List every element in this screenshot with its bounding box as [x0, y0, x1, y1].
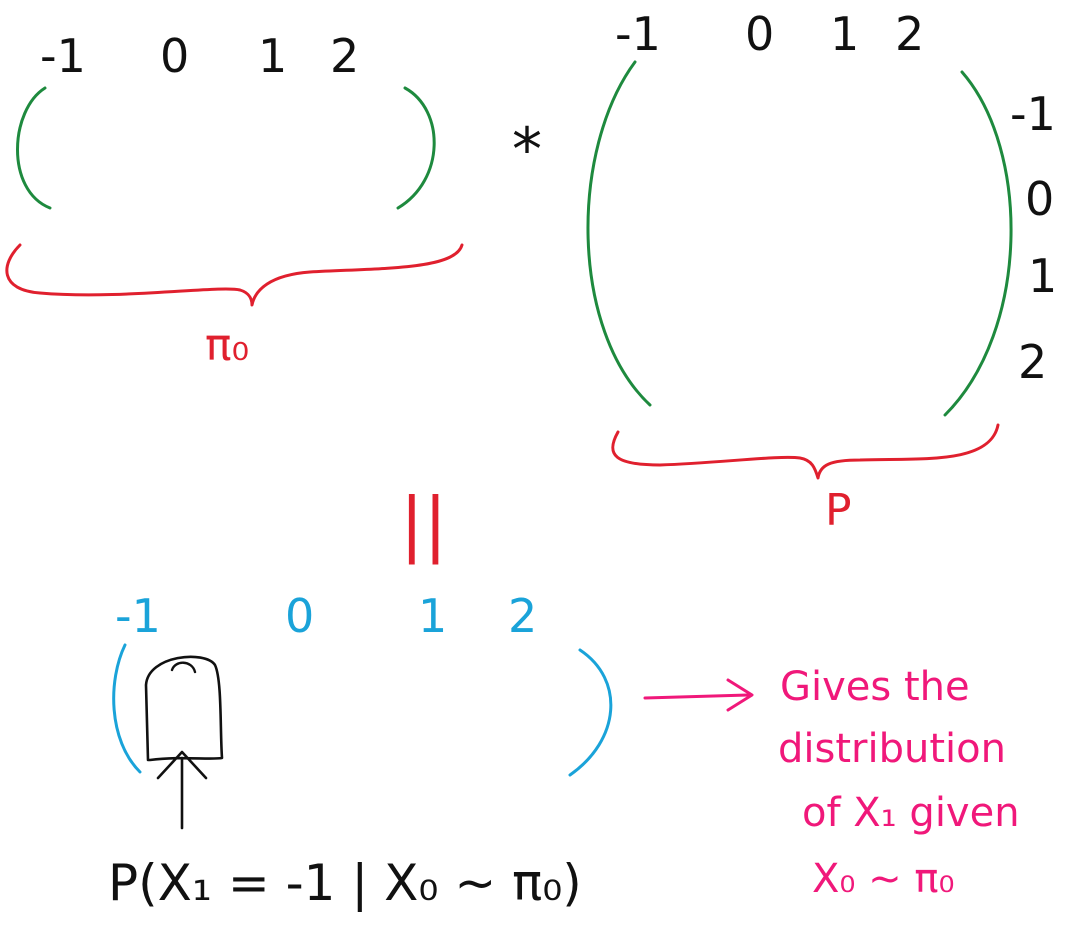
pi0-underbrace — [5, 243, 464, 307]
transition-matrix: -1 0 1 2 -1 0 1 2 P — [586, 7, 1057, 536]
pointer-arrow-head — [156, 750, 208, 780]
note-line: Gives the — [780, 664, 970, 710]
result-state-label: 2 — [508, 589, 537, 643]
first-entry-highlight — [144, 655, 224, 762]
explanatory-note: Gives the distribution of X₁ given X₀ ~ … — [778, 664, 1020, 902]
result-state-label: -1 — [115, 589, 161, 643]
matrix-left-bracket — [586, 60, 652, 407]
pi0-state-label: 2 — [330, 29, 359, 83]
matrix-right-bracket — [943, 70, 1013, 417]
pi0-vector: -1 0 1 2 π₀ — [5, 29, 464, 371]
matrix-row-label: 2 — [1018, 335, 1047, 389]
pi0-left-bracket — [16, 86, 52, 210]
pi0-state-label: -1 — [40, 29, 86, 83]
result-vector: -1 0 1 2 P(X₁ = -1 | X₀ ~ π₀) — [108, 589, 613, 912]
matrix-row-label: 1 — [1028, 249, 1057, 303]
note-line: X₀ ~ π₀ — [812, 856, 955, 902]
pi0-right-bracket — [396, 86, 436, 210]
result-state-label: 0 — [285, 589, 314, 643]
pi0-state-label: 1 — [258, 29, 287, 83]
note-line: of X₁ given — [802, 790, 1020, 836]
equals-sign: || — [400, 483, 447, 565]
result-state-label: 1 — [418, 589, 447, 643]
pi0-label: π₀ — [205, 320, 249, 371]
matrix-label: P — [825, 485, 852, 536]
matrix-col-label: -1 — [615, 7, 661, 61]
pi0-state-label: 0 — [160, 29, 189, 83]
matrix-underbrace — [611, 423, 1000, 480]
matrix-col-label: 2 — [895, 7, 924, 61]
matrix-col-label: 0 — [745, 7, 774, 61]
matrix-col-label: 1 — [830, 7, 859, 61]
result-left-bracket — [112, 643, 142, 774]
matrix-row-label: 0 — [1025, 172, 1054, 226]
matrix-row-label: -1 — [1010, 87, 1056, 141]
multiply-operator: * — [512, 115, 542, 185]
first-entry-label: P(X₁ = -1 | X₀ ~ π₀) — [108, 854, 582, 912]
first-entry-hook — [170, 661, 197, 674]
result-right-bracket — [568, 648, 613, 777]
note-arrow-head — [726, 678, 754, 712]
note-line: distribution — [778, 726, 1006, 772]
note-arrow-shaft — [643, 693, 750, 700]
